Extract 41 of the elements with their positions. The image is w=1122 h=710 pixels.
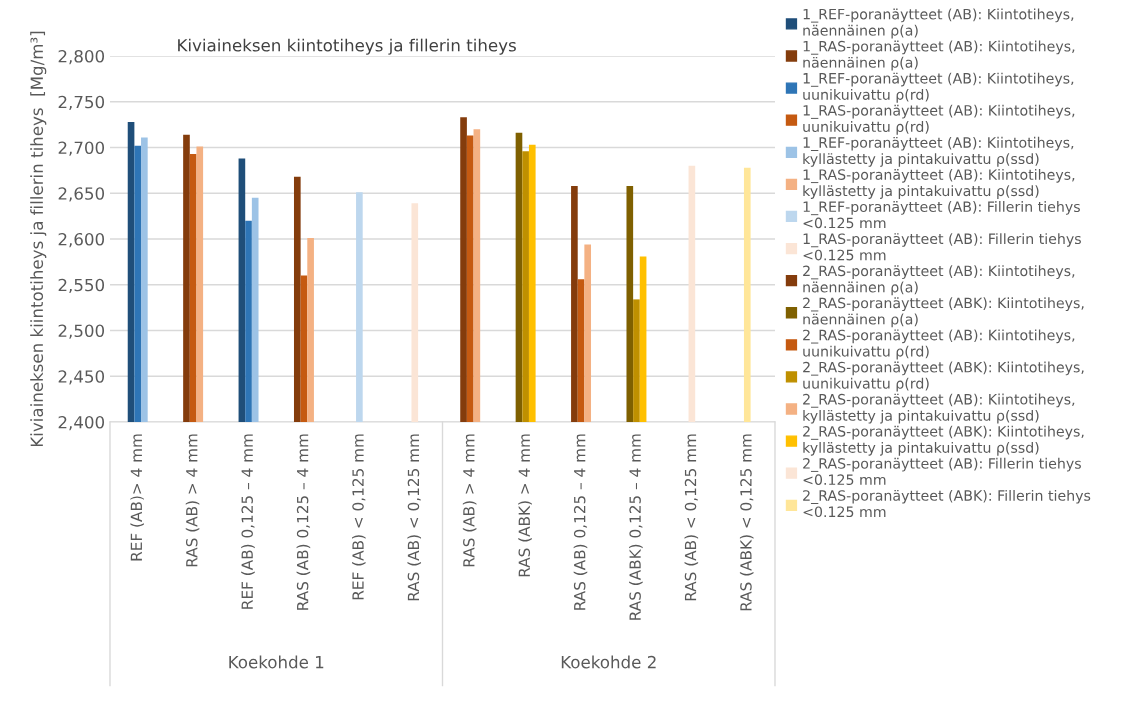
legend-label: 1_RAS-poranäytteet (AB): Kiintotiheys, uunikuivattu ρ(rd) [803,104,1075,135]
y-tick-label: 2,750 [58,95,105,111]
x-tick-label: REF (AB)> 4 mm [130,434,144,561]
y-tick-label: 2,500 [58,324,105,339]
legend-label: 2_RAS-poranäytteet (AB): Kiintotiheys, uunikuivattu ρ(rd) [803,329,1075,360]
y-tick-label: 2,800 [58,49,105,65]
legend-label: 1_RAS-poranäytteet (AB): Kiintotiheys, näennäinen ρ(a) [803,40,1075,71]
legend-label: 1_RAS-poranäytteet (AB): Kiintotiheys, kyllästetty ja pintakuivattu ρ(ssd) [803,168,1075,199]
legend-label: 1_REF-poranäytteet (AB): Fillerin tiehys <0.125 mm [803,201,1080,229]
legend-label: 1_REF-poranäytteet (AB): Kiintotiheys, kyllästetty ja pintakuivattu ρ(ssd) [803,136,1074,167]
legend-label: 2_RAS-poranäytteet (ABK): Kiintotiheys, uunikuivattu ρ(rd) [803,361,1084,392]
y-tick-label: 2,400 [58,415,105,431]
y-tick-label: 2,700 [58,141,105,156]
legend-label: 2_RAS-poranäytteet (ABK): Kiintotiheys, näennäinen ρ(a) [803,297,1084,328]
text: Koekohde 2 [561,655,656,669]
legend-label: 1_REF-poranäytteet (AB): Kiintotiheys, näennäinen ρ(a) [803,8,1074,39]
y-tick-label: 2,450 [58,370,105,385]
x-tick-label: RAS (AB) 0,125 – 4 mm [573,434,588,610]
y-tick-label: 2,550 [58,278,105,294]
x-tick-label: REF (AB) < 0,125 mm [352,434,366,600]
legend-label: 2_RAS-poranäytteet (ABK): Kiintotiheys, kyllästetty ja pintakuivattu ρ(ssd) [803,425,1084,456]
legend-label: 2_RAS-poranäytteet (AB): Fillerin tiehys <0.125 mm [803,457,1081,486]
text: Koekohde 1 [229,655,324,669]
x-tick-label: RAS (ABK) 0,125 – 4 mm [629,434,643,620]
x-tick-label: RAS (AB) < 0,125 mm [684,434,699,601]
x-tick-label: REF (AB) 0,125 – 4 mm [241,434,255,609]
x-tick-label: RAS (ABK) > 4 mm [518,434,532,577]
y-tick-label: 2,600 [58,232,105,248]
x-tick-label: RAS (AB) > 4 mm [185,434,200,567]
legend-label: 2_RAS-poranäytteet (AB): Kiintotiheys, kyllästetty ja pintakuivattu ρ(ssd) [803,393,1075,424]
y-axis-title: Kiviaineksen kiintotiheys ja fillerin tiheys [Mg/m³] [30,31,47,447]
legend-label: 2_RAS-poranäytteet (ABK): Fillerin tiehys <0.125 mm [803,489,1091,518]
x-tick-label: RAS (AB) 0,125 – 4 mm [296,434,311,610]
x-tick-label: RAS (AB) > 4 mm [462,434,477,567]
y-tick-label: 2,650 [58,187,105,202]
x-tick-label: RAS (AB) < 0,125 mm [407,434,422,601]
legend-label: 1_REF-poranäytteet (AB): Kiintotiheys, uunikuivattu ρ(rd) [803,72,1074,103]
legend-label: 2_RAS-poranäytteet (AB): Kiintotiheys, näennäinen ρ(a) [803,265,1075,296]
legend-label: 1_RAS-poranäytteet (AB): Fillerin tiehys <0.125 mm [803,233,1081,261]
x-tick-label: RAS (ABK) < 0,125 mm [739,434,754,611]
chart-title: Kiviaineksen kiintotiheys ja fillerin tiheys [178,38,516,55]
